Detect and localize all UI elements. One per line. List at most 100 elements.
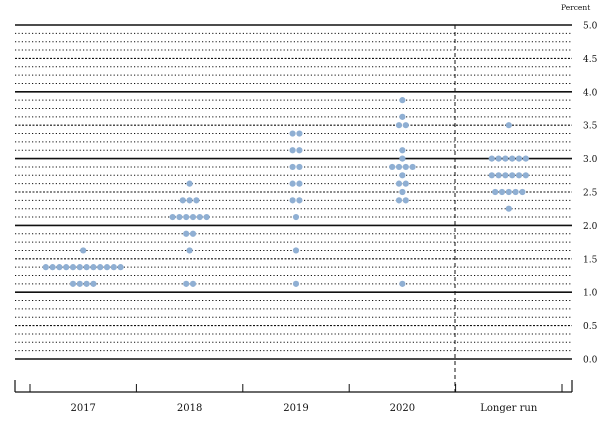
- dot-marker: [289, 163, 296, 171]
- dot-marker: [117, 264, 124, 271]
- dot-marker: [69, 264, 77, 271]
- dot-marker: [186, 197, 193, 204]
- y-axis-tick-labels: 0.0 0.5 1.0 1.5 2.0 2.5 3.0 3.5 4.0 4.5 5.0: [583, 22, 598, 366]
- dot-marker: [488, 155, 495, 162]
- dot-marker: [399, 280, 406, 287]
- dot-marker: [515, 172, 523, 179]
- y-tick-label: 2.0: [583, 222, 598, 232]
- dot-marker: [395, 180, 403, 187]
- dot-marker: [289, 197, 296, 204]
- x-tick-label: 2018: [177, 403, 202, 414]
- dot-marker: [186, 180, 193, 187]
- dot-marker: [402, 163, 409, 171]
- dot-marker: [186, 247, 193, 254]
- dot-marker: [83, 264, 90, 271]
- dot-marker: [399, 172, 406, 179]
- y-tick-label: 4.5: [583, 55, 598, 65]
- dot-marker: [90, 264, 97, 271]
- dot-marker: [399, 113, 406, 120]
- dot-marker: [292, 280, 300, 287]
- dot-marker: [292, 213, 300, 221]
- dot-marker: [189, 230, 197, 237]
- dot-marker: [183, 230, 190, 237]
- dot-marker: [90, 280, 97, 287]
- dot-marker: [292, 247, 300, 254]
- dot-marker: [402, 180, 409, 187]
- dot-marker: [97, 264, 104, 271]
- dot-marker: [498, 188, 506, 196]
- dot-marker: [63, 264, 70, 271]
- dot-marker: [169, 213, 176, 221]
- y-tick-label: 0.0: [583, 356, 598, 366]
- dot-marker: [515, 155, 523, 162]
- dot-marker: [189, 213, 197, 221]
- dot-marker: [492, 188, 499, 196]
- dot-marker: [80, 247, 87, 254]
- dot-marker: [395, 122, 403, 129]
- dot-marker: [522, 172, 529, 179]
- dot-marker: [502, 172, 509, 179]
- data-points: [42, 97, 529, 287]
- y-tick-label: 1.5: [583, 255, 598, 265]
- y-tick-label: 0.5: [583, 322, 598, 332]
- dot-marker: [505, 188, 512, 196]
- dot-marker: [505, 205, 512, 212]
- dot-marker: [495, 172, 502, 179]
- dot-marker: [399, 155, 406, 162]
- dot-marker: [509, 172, 516, 179]
- y-tick-label: 3.0: [583, 155, 598, 165]
- dot-marker: [103, 264, 111, 271]
- dot-marker: [402, 122, 409, 129]
- dot-marker: [193, 197, 200, 204]
- dot-marker: [488, 172, 495, 179]
- dot-marker: [296, 163, 303, 171]
- dot-marker: [176, 213, 183, 221]
- y-tick-label: 3.5: [583, 122, 598, 132]
- dot-marker: [402, 197, 409, 204]
- dot-marker: [196, 213, 203, 221]
- gridlines: [15, 24, 572, 360]
- x-tick-label: Longer run: [480, 403, 538, 414]
- dot-marker: [203, 213, 210, 221]
- dot-marker: [296, 197, 303, 204]
- dot-marker: [49, 264, 56, 271]
- dot-marker: [189, 280, 197, 287]
- dot-marker: [502, 155, 509, 162]
- dot-marker: [522, 155, 529, 162]
- y-tick-label: 5.0: [583, 22, 598, 32]
- dot-marker: [399, 188, 406, 196]
- dot-marker: [395, 163, 403, 171]
- dot-marker: [183, 280, 190, 287]
- y-tick-label: 2.5: [583, 189, 598, 199]
- dot-marker: [509, 155, 516, 162]
- x-tick-label: 2019: [283, 403, 308, 414]
- dot-marker: [42, 264, 49, 271]
- dot-marker: [296, 130, 303, 137]
- dot-marker: [512, 188, 519, 196]
- dot-marker: [495, 155, 502, 162]
- dot-marker: [289, 130, 296, 137]
- dot-marker: [399, 97, 406, 104]
- dot-marker: [69, 280, 77, 287]
- dot-marker: [179, 197, 186, 204]
- dot-marker: [56, 264, 63, 271]
- dot-marker: [83, 280, 90, 287]
- x-tick-label: 2020: [390, 403, 415, 414]
- dot-marker: [76, 280, 83, 287]
- dot-marker: [296, 180, 303, 187]
- dot-marker: [110, 264, 117, 271]
- y-tick-label: 1.0: [583, 289, 598, 299]
- dot-marker: [505, 122, 512, 129]
- dot-marker: [519, 188, 526, 196]
- x-tick-label: 2017: [70, 403, 95, 414]
- dot-marker: [395, 197, 403, 204]
- dot-marker: [289, 147, 296, 154]
- dot-marker: [296, 147, 303, 154]
- y-tick-label: 4.0: [583, 88, 598, 98]
- dot-marker: [399, 147, 406, 154]
- dot-marker: [409, 163, 416, 171]
- x-axis: 2017 2018 2019 2020 Longer run: [14, 380, 573, 414]
- dot-marker: [183, 213, 190, 221]
- dot-marker: [389, 163, 396, 171]
